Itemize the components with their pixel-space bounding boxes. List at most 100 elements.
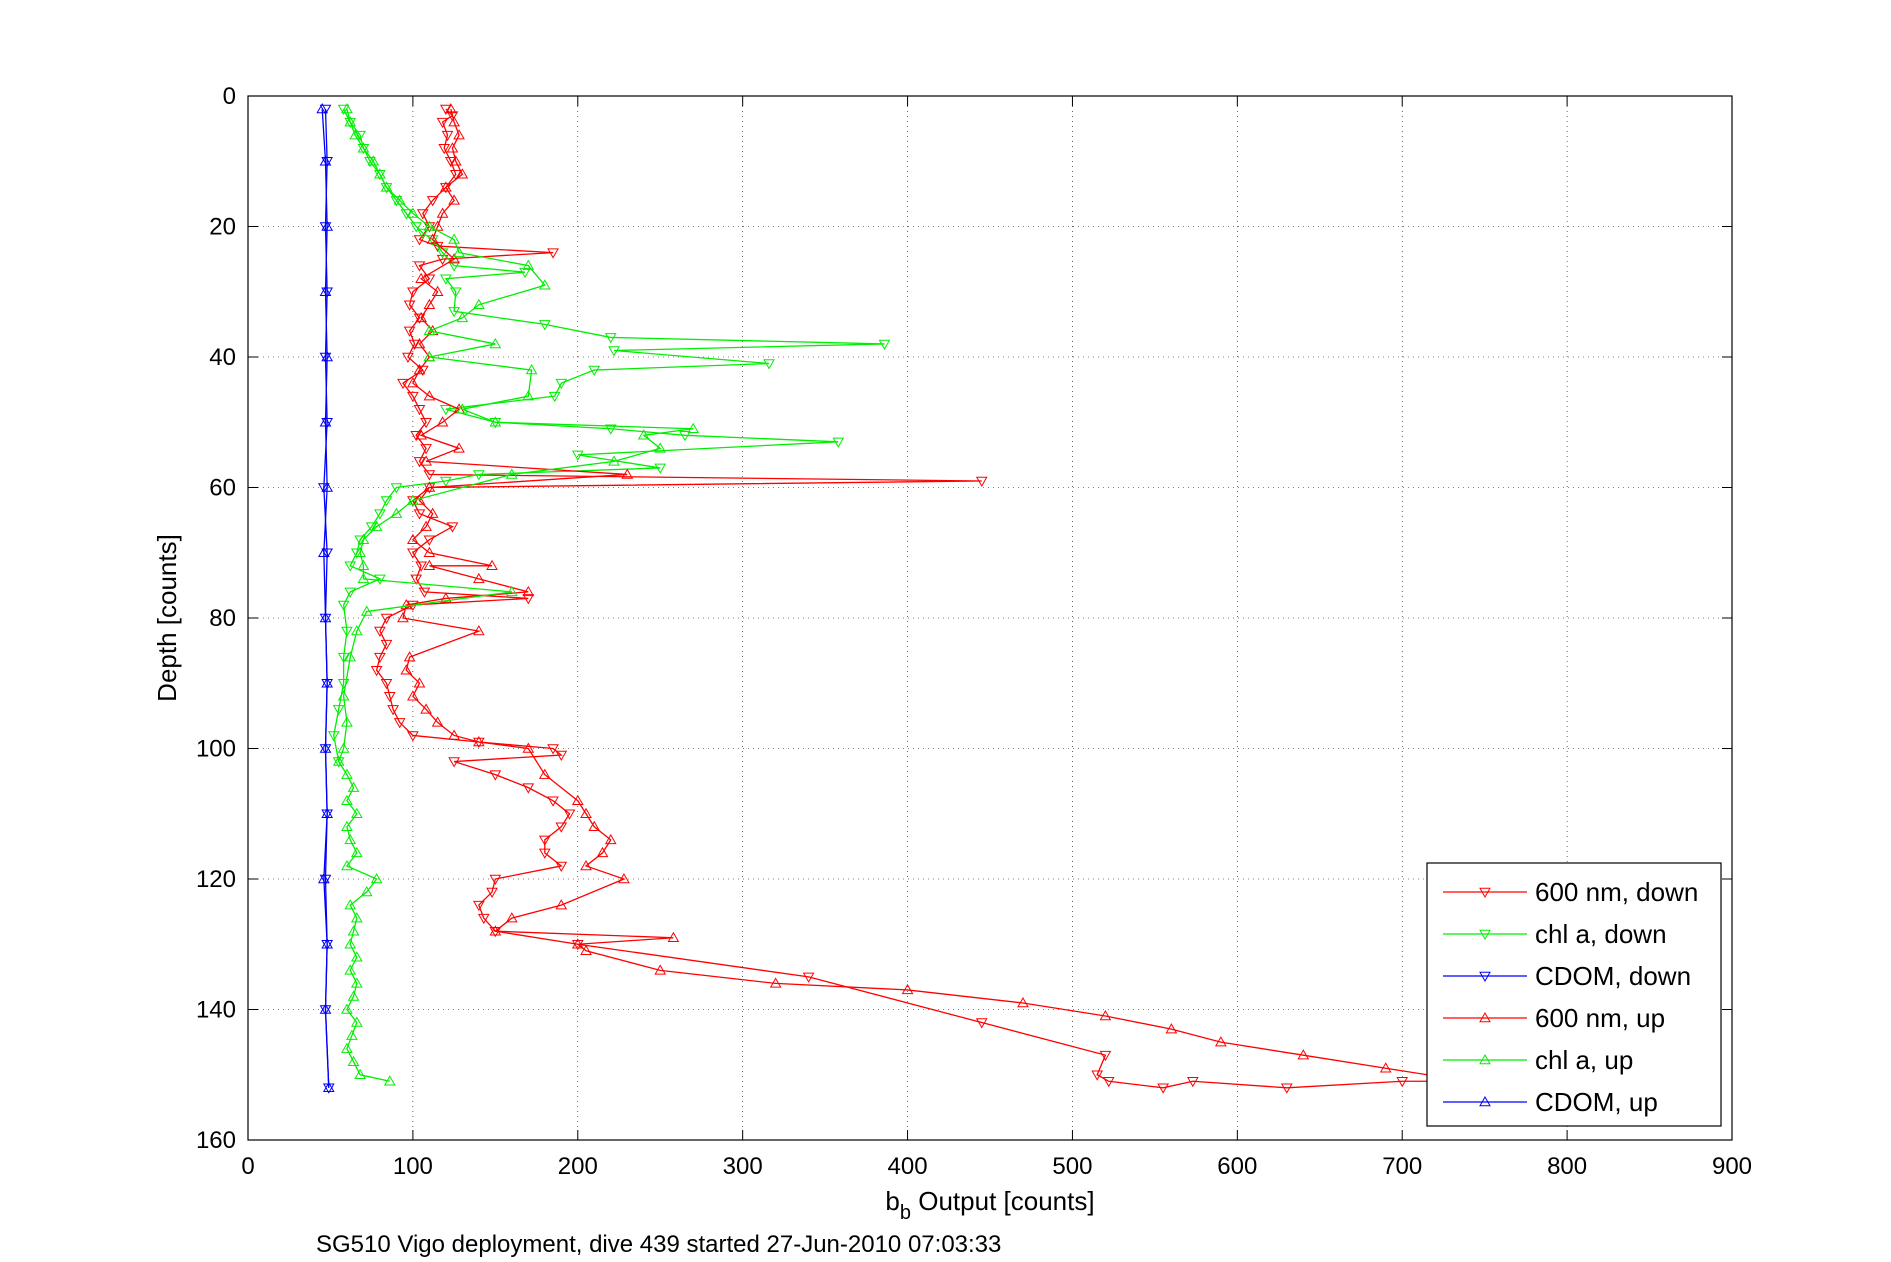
series-point [472, 470, 485, 481]
series-point [489, 874, 502, 886]
series-point [357, 143, 370, 155]
series-point [415, 561, 427, 572]
series-point [446, 522, 459, 533]
series-point [344, 899, 357, 910]
series-point [547, 744, 559, 755]
series-point [341, 103, 353, 114]
series-point [423, 298, 436, 310]
series-point [322, 1081, 335, 1093]
series-point [637, 429, 650, 440]
legend-label: chl a, down [1535, 919, 1667, 949]
series-point [393, 194, 406, 205]
series-point [374, 509, 386, 520]
series-point [321, 157, 334, 168]
series-point [321, 350, 334, 362]
series-point [350, 977, 363, 988]
legend-item: CDOM, down [1443, 961, 1691, 991]
y-tick-label: 80 [209, 605, 236, 632]
series-point [415, 311, 427, 323]
series-point [538, 768, 551, 779]
series-point [423, 535, 436, 546]
series-point [588, 365, 601, 377]
series-point [402, 352, 414, 364]
series-point [456, 311, 469, 323]
series-point [438, 143, 451, 155]
series-point [505, 585, 518, 597]
series-point [344, 116, 357, 127]
series-point [519, 267, 531, 279]
x-tick-label: 500 [1052, 1153, 1092, 1180]
series-point [472, 572, 485, 584]
series-point [441, 130, 454, 142]
series-point [555, 861, 568, 872]
series-point [477, 913, 490, 925]
series-point [337, 652, 350, 664]
series-point [354, 546, 366, 557]
series-point [440, 181, 452, 192]
series-point [423, 324, 436, 336]
series-point [321, 418, 334, 429]
series-point [410, 431, 423, 442]
series-point [347, 925, 360, 936]
x-tick-label: 400 [888, 1153, 928, 1180]
series-point [426, 196, 439, 207]
series-point [975, 476, 988, 487]
legend-item: 600 nm, down [1443, 877, 1698, 907]
series-point [555, 378, 568, 390]
series-point [444, 157, 457, 168]
series-point [321, 481, 334, 492]
series-point [321, 220, 334, 231]
series-point [472, 298, 485, 310]
x-tick-label: 300 [723, 1153, 763, 1180]
series-point [436, 207, 449, 218]
legend-label: CDOM, down [1535, 961, 1691, 991]
series-point [407, 377, 419, 388]
series-point [321, 807, 334, 818]
series-point [337, 690, 350, 701]
series-point [453, 129, 465, 140]
legend-swatch-marker [1479, 1095, 1491, 1107]
series-point [580, 859, 592, 871]
series-point [332, 755, 345, 766]
series-point [415, 272, 427, 283]
series-point [449, 170, 462, 181]
series-point [374, 626, 386, 638]
series-point [327, 731, 340, 742]
series-point [319, 285, 332, 296]
series-point [341, 1042, 353, 1053]
legend-label: 600 nm, down [1535, 877, 1698, 907]
series-point [344, 561, 357, 572]
series-point [380, 183, 393, 194]
series-point [341, 626, 353, 638]
series-point [407, 391, 419, 403]
series-point [321, 677, 334, 688]
series-point [374, 652, 386, 664]
series-point [360, 886, 373, 897]
series-point [357, 559, 370, 571]
series-point [449, 155, 462, 166]
series-point [448, 233, 460, 244]
series-point [383, 1075, 396, 1086]
series-point [588, 820, 601, 832]
series-point [420, 418, 432, 429]
series-line [337, 108, 694, 1082]
series-point [448, 307, 460, 318]
series-point [383, 692, 396, 703]
series-point [350, 846, 363, 858]
series-point [370, 872, 383, 884]
series-point [380, 679, 393, 690]
series-point [453, 442, 465, 453]
x-tick-label: 900 [1712, 1153, 1752, 1180]
series-point [341, 716, 353, 727]
series-point [440, 476, 452, 487]
series-point [571, 940, 584, 951]
series-point [654, 463, 667, 474]
legend-item: CDOM, up [1443, 1087, 1658, 1117]
series-point [350, 807, 363, 818]
series-point [390, 507, 403, 518]
series-point [580, 807, 592, 818]
series-point [448, 253, 460, 264]
series-1 [327, 104, 891, 768]
series-point [522, 259, 535, 270]
